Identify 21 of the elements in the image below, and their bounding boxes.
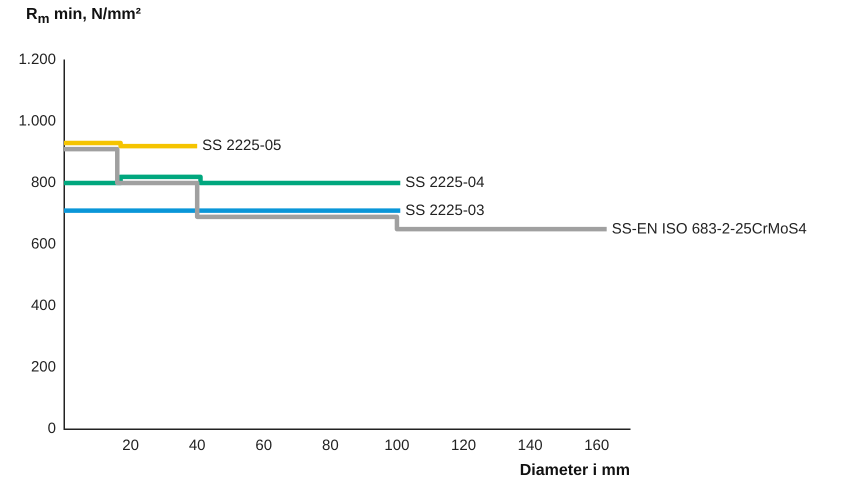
x-tick-label: 40 [188,437,206,454]
x-tick-label: 120 [451,437,476,454]
x-tick-label: 140 [518,437,543,454]
x-tick-label: 60 [255,437,272,454]
series-label: SS 2225-05 [202,137,282,154]
series-label: SS-EN ISO 683-2-25CrMoS4 [612,220,807,238]
x-tick-label: 20 [122,437,139,454]
y-axis-title: R$_{m}$ min, N/mm² [26,6,141,26]
y-tick-label: 1.200 [18,51,56,68]
x-tick-label: 100 [384,437,410,454]
series-label: SS 2225-03 [405,202,485,219]
y-tick-label: 800 [30,174,56,192]
x-axis-title: Diameter i mm [520,462,630,479]
y-tick-label: 200 [30,358,56,376]
y-tick-label: 600 [30,236,56,253]
x-tick-label: 160 [584,437,610,454]
y-tick-label: 0 [48,420,56,438]
y-tick-label: 400 [30,297,56,314]
y-tick-label: 1.000 [18,112,56,130]
series-label: SS 2225-04 [405,174,485,192]
x-tick-label: 80 [322,437,339,454]
